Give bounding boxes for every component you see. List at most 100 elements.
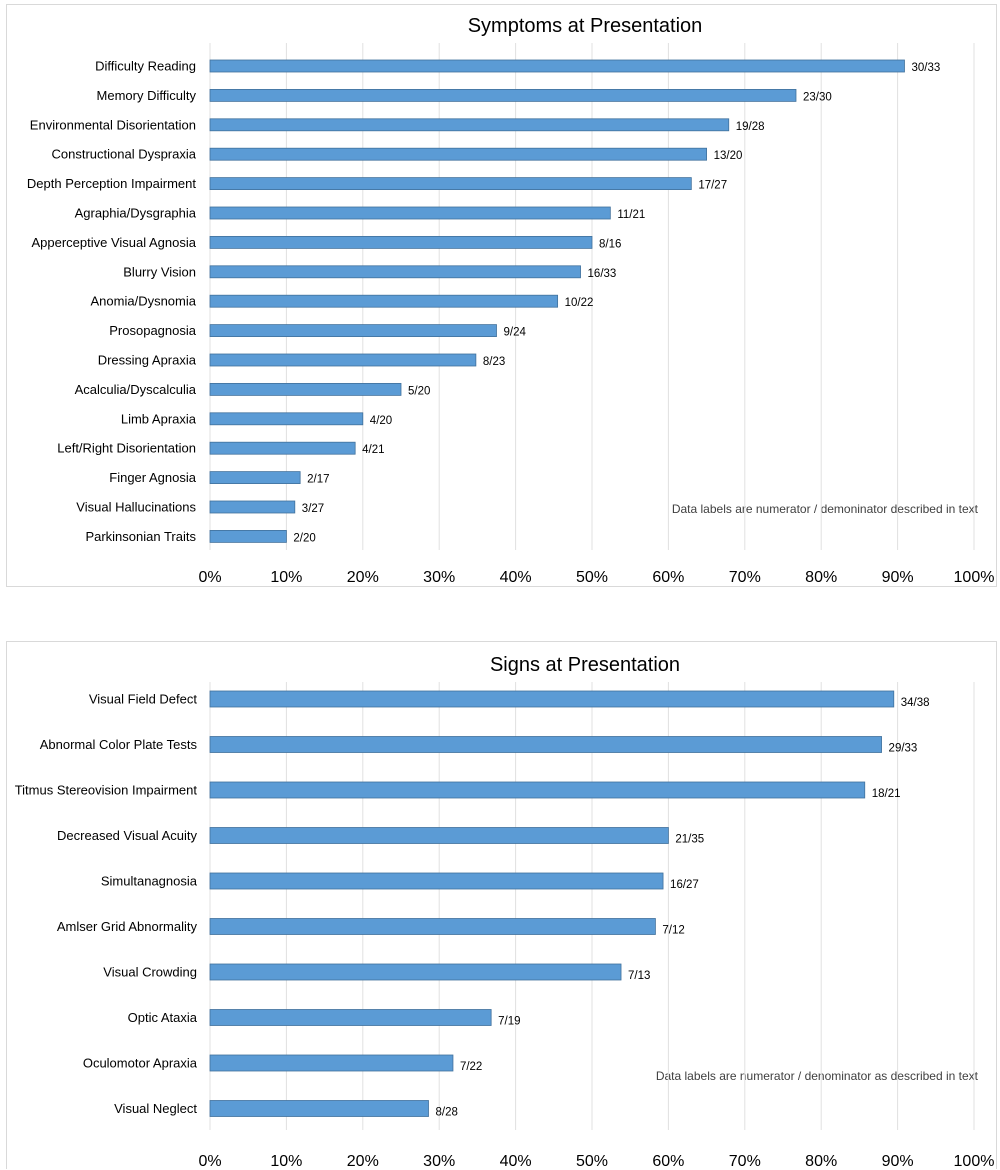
bar [209, 1009, 492, 1026]
x-tick-label: 100% [954, 1153, 995, 1170]
signs-chart-panel: Signs at Presentation Data labels are nu… [6, 641, 997, 1170]
bar [209, 147, 708, 161]
x-tick-label: 60% [652, 1153, 684, 1170]
x-tick-label: 0% [198, 569, 221, 586]
data-label: 16/27 [670, 879, 699, 891]
bar [209, 89, 797, 102]
bar [209, 265, 581, 279]
category-label: Simultanagnosia [101, 874, 198, 889]
category-label: Prosopagnosia [109, 323, 196, 338]
x-tick-label: 0% [198, 1153, 221, 1170]
x-tick-label: 100% [954, 569, 995, 586]
symptoms-chart-panel: Symptoms at Presentation Data labels are… [6, 4, 997, 587]
category-label: Difficulty Reading [95, 59, 196, 74]
bar [209, 412, 364, 426]
chart-title: Symptoms at Presentation [468, 15, 703, 37]
bar [209, 781, 866, 799]
category-label: Limb Apraxia [121, 411, 197, 426]
data-label: 13/20 [714, 150, 743, 162]
category-label: Amlser Grid Abnormality [57, 919, 198, 934]
x-tick-label: 70% [729, 569, 761, 586]
data-label: 11/21 [617, 209, 645, 221]
data-label: 19/28 [736, 121, 765, 133]
category-label: Decreased Visual Acuity [57, 828, 197, 843]
category-label: Titmus Stereovision Impairment [15, 783, 198, 798]
data-label: 23/30 [803, 91, 832, 103]
data-label: 9/24 [504, 327, 527, 339]
category-label: Visual Neglect [114, 1101, 197, 1116]
data-label: 4/20 [370, 415, 392, 427]
bar [209, 872, 664, 890]
category-label: Acalculia/Dyscalculia [75, 382, 197, 397]
x-tick-label: 30% [423, 569, 455, 586]
symptoms-chart: Symptoms at Presentation Data labels are… [27, 15, 995, 586]
x-tick-label: 50% [576, 1153, 608, 1170]
x-tick-label: 30% [423, 1153, 455, 1170]
bar [209, 471, 301, 485]
data-label: 29/33 [889, 743, 918, 755]
x-tick-label: 40% [500, 1153, 532, 1170]
category-label: Abnormal Color Plate Tests [40, 737, 198, 752]
chart-annotation: Data labels are numerator / demoninator … [672, 502, 979, 516]
x-tick-label: 60% [652, 569, 684, 586]
data-label: 4/21 [362, 444, 384, 456]
category-label: Oculomotor Apraxia [83, 1056, 198, 1071]
bar [209, 235, 593, 249]
category-label: Agraphia/Dysgraphia [75, 206, 197, 221]
data-label: 7/22 [460, 1061, 482, 1073]
bar [209, 294, 559, 308]
data-label: 16/33 [588, 268, 617, 280]
bar [209, 324, 497, 338]
x-tick-label: 80% [805, 569, 837, 586]
category-label: Anomia/Dysnomia [91, 294, 197, 309]
x-tick-label: 10% [270, 569, 302, 586]
data-label: 17/27 [698, 180, 727, 192]
x-tick-label: 40% [500, 569, 532, 586]
bar [209, 206, 611, 220]
bar [209, 177, 692, 191]
data-label: 34/38 [901, 697, 930, 709]
x-tick-label: 70% [729, 1153, 761, 1170]
data-label: 7/13 [628, 970, 650, 982]
bar [209, 118, 730, 132]
category-label: Optic Ataxia [128, 1010, 198, 1025]
x-tick-label: 50% [576, 569, 608, 586]
bar [209, 382, 402, 396]
data-label: 8/16 [599, 238, 621, 250]
chart-title: Signs at Presentation [490, 654, 680, 676]
bar [209, 690, 895, 708]
category-label: Constructional Dyspraxia [51, 147, 196, 162]
category-label: Parkinsonian Traits [85, 529, 196, 544]
category-label: Depth Perception Impairment [27, 176, 196, 191]
category-label: Apperceptive Visual Agnosia [31, 235, 196, 250]
bar [209, 530, 287, 543]
x-tick-label: 10% [270, 1153, 302, 1170]
bar [209, 918, 656, 935]
category-label: Finger Agnosia [109, 470, 196, 485]
data-label: 10/22 [565, 297, 594, 309]
category-label: Left/Right Disorientation [57, 441, 196, 456]
category-label: Visual Hallucinations [76, 500, 196, 515]
category-label: Environmental Disorientation [30, 117, 196, 132]
signs-chart: Signs at Presentation Data labels are nu… [15, 654, 995, 1170]
bar [209, 441, 356, 455]
bar [209, 963, 622, 981]
data-label: 7/19 [498, 1016, 520, 1028]
bar [209, 827, 669, 844]
bar [209, 736, 882, 753]
category-label: Dressing Apraxia [98, 353, 197, 368]
bar [209, 353, 477, 367]
data-label: 8/23 [483, 356, 505, 368]
data-label: 3/27 [302, 503, 324, 515]
data-label: 18/21 [872, 788, 901, 800]
x-tick-label: 90% [882, 1153, 914, 1170]
bar [209, 1054, 454, 1072]
bar [209, 500, 296, 514]
x-tick-label: 20% [347, 569, 379, 586]
category-label: Memory Difficulty [97, 88, 197, 103]
x-tick-label: 20% [347, 1153, 379, 1170]
data-label: 21/35 [675, 834, 704, 846]
category-label: Visual Crowding [103, 965, 197, 980]
data-label: 30/33 [911, 62, 940, 74]
category-label: Blurry Vision [123, 264, 196, 279]
